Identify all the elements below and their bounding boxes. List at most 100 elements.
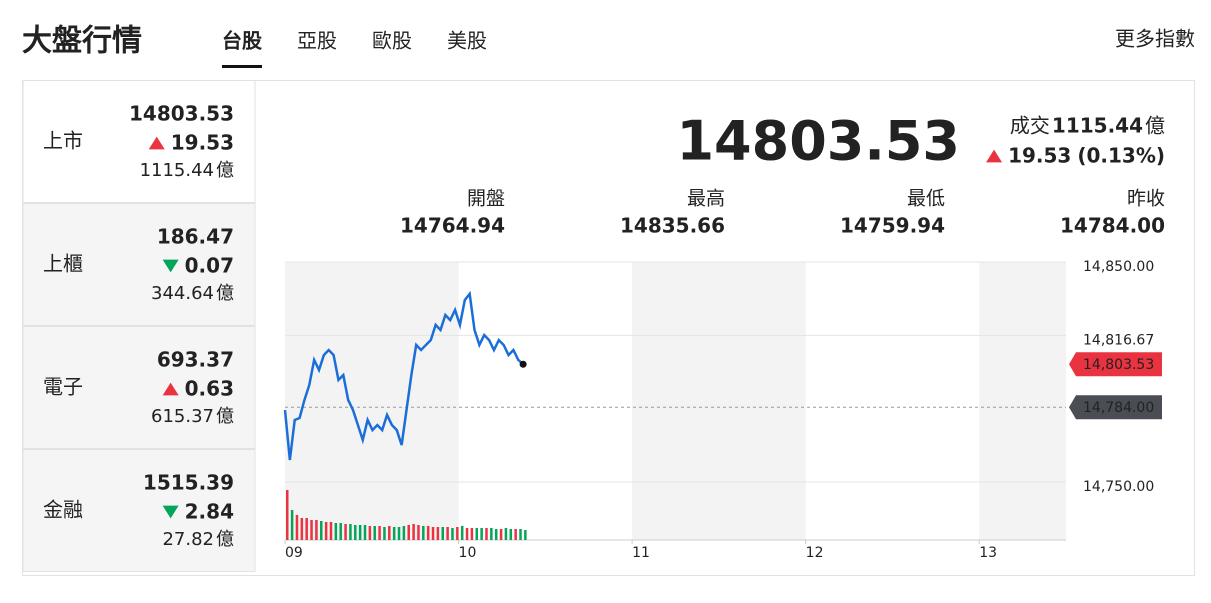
volume-bar	[417, 525, 420, 540]
volume-bar	[436, 527, 440, 540]
index-name: 上市	[43, 129, 83, 153]
stat-label: 開盤	[467, 188, 505, 210]
x-tick-label: 09	[285, 545, 303, 561]
volume-bar	[480, 528, 483, 540]
volume-bar	[344, 524, 347, 540]
stat-label: 最低	[907, 188, 945, 210]
index-volume-unit: 億	[216, 529, 234, 550]
direction-icon	[986, 149, 1003, 163]
last-point	[519, 360, 527, 368]
index-row[interactable]	[22, 326, 256, 449]
volume-bar	[383, 527, 386, 540]
volume-bar	[422, 526, 425, 540]
index-change: 2.84	[185, 500, 234, 524]
index-volume-unit: 億	[216, 283, 234, 304]
index-price: 693.37	[157, 348, 234, 372]
volume-bar	[519, 529, 522, 540]
volume-bar	[358, 525, 362, 540]
tab[interactable]: 歐股	[372, 29, 412, 53]
direction-icon	[162, 382, 179, 396]
volume-bar	[378, 526, 381, 540]
x-tick-label: 10	[459, 545, 477, 561]
tab[interactable]: 台股	[222, 29, 262, 53]
y-tick-label: 14,750.00	[1083, 479, 1154, 495]
index-change: 19.53	[171, 131, 234, 155]
index-row[interactable]	[22, 80, 256, 203]
page-title: 大盤行情	[22, 24, 142, 59]
volume-bar	[349, 524, 352, 540]
volume-bar	[514, 529, 517, 540]
x-tick-label: 11	[632, 545, 650, 561]
volume-bar	[441, 527, 445, 540]
y-tick-label: 14,850.00	[1083, 259, 1154, 275]
stat-label: 最高	[687, 188, 725, 210]
index-volume-unit: 億	[216, 160, 234, 181]
stat-value: 14784.00	[1060, 214, 1165, 238]
volume-bar	[407, 525, 410, 540]
volume-bar	[485, 528, 488, 540]
x-tick-label: 12	[806, 545, 824, 561]
volume-unit: 億	[1145, 114, 1165, 138]
price-line	[283, 290, 524, 461]
tab[interactable]: 亞股	[297, 29, 337, 53]
volume-bar	[324, 522, 328, 540]
volume-bar	[499, 529, 503, 540]
volume-bar	[470, 528, 474, 540]
volume-bar	[388, 526, 391, 540]
index-volume: 615.37	[151, 406, 214, 427]
index-change: 0.07	[185, 254, 234, 278]
index-row[interactable]	[22, 449, 256, 572]
direction-icon	[162, 505, 179, 519]
main-price: 14803.53	[676, 110, 960, 173]
volume-bar	[363, 525, 367, 540]
volume-bar	[334, 523, 338, 540]
volume-bar	[446, 527, 449, 540]
last-tag-label: 14,803.53	[1083, 357, 1154, 373]
stat-label: 昨收	[1127, 188, 1165, 210]
volume-bar	[465, 528, 469, 540]
volume-bar	[412, 524, 415, 540]
volume-bar	[373, 526, 376, 540]
volume-bar	[329, 522, 333, 540]
last-tag	[1069, 352, 1162, 377]
volume-bar	[431, 527, 435, 540]
index-volume: 344.64	[151, 283, 214, 304]
y-tick-label: 14,816.67	[1083, 332, 1154, 348]
volume-bar	[286, 490, 289, 540]
volume-bar	[490, 528, 493, 540]
volume-bar	[305, 518, 308, 540]
stat-value: 14759.94	[840, 214, 945, 238]
volume-label: 成交	[1010, 114, 1050, 138]
volume-bar	[339, 523, 342, 540]
index-name: 電子	[43, 375, 83, 399]
volume-bar	[320, 521, 323, 540]
session-shade	[979, 262, 1066, 540]
volume-bar	[494, 529, 498, 540]
index-price: 1515.39	[143, 471, 234, 495]
index-name: 上櫃	[43, 252, 83, 276]
reference-tag	[1069, 395, 1162, 420]
volume-bar	[300, 518, 304, 540]
x-tick-label: 13	[979, 545, 997, 561]
direction-icon	[148, 136, 165, 150]
tab-underline	[222, 65, 262, 68]
index-name: 金融	[43, 498, 83, 522]
volume-bar	[456, 527, 459, 540]
volume-bar	[504, 528, 508, 540]
volume-bar	[368, 526, 372, 540]
main-change: 19.53	[1008, 144, 1071, 168]
direction-icon	[162, 259, 179, 273]
index-row[interactable]	[22, 203, 256, 326]
volume-bar	[397, 527, 401, 540]
volume-bar	[315, 520, 318, 540]
volume-bar	[295, 515, 299, 540]
tab[interactable]: 美股	[447, 29, 487, 53]
reference-tag-label: 14,784.00	[1083, 400, 1154, 416]
stat-value: 14764.94	[400, 214, 505, 238]
volume-bar	[310, 520, 313, 540]
change-percent: (0.13%)	[1077, 144, 1165, 168]
main-volume: 1115.44	[1052, 114, 1143, 138]
volume-bar	[426, 526, 430, 540]
more-link[interactable]: 更多指數	[1115, 27, 1195, 51]
